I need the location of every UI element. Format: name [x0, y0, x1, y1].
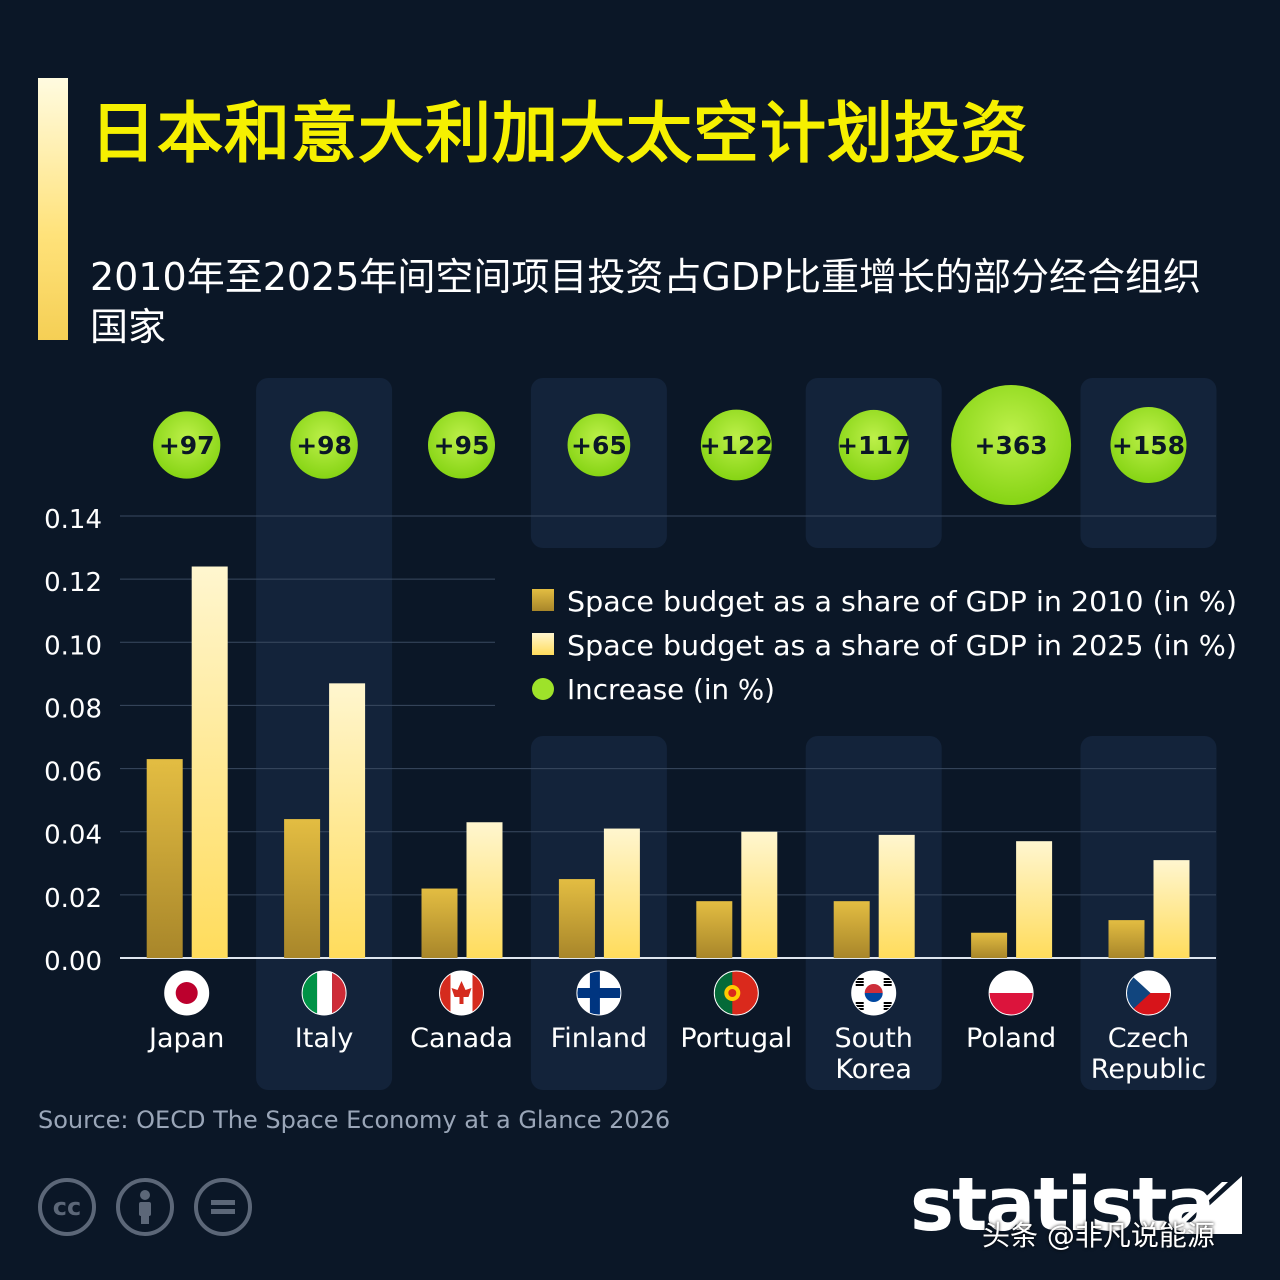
legend-2010-swatch	[532, 589, 554, 611]
y-tick-label: 0.08	[44, 694, 102, 724]
increase-bubble	[838, 409, 909, 481]
canada-flag-icon	[439, 970, 484, 1016]
x-category-label: Finland	[551, 1023, 647, 1054]
bar-2025	[603, 828, 640, 958]
increase-label: +122	[700, 431, 773, 460]
y-tick-label: 0.04	[44, 821, 102, 851]
x-category-label-line: Canada	[410, 1023, 513, 1054]
bar-2010	[1108, 920, 1145, 958]
x-category-label-line: Czech	[1108, 1023, 1190, 1054]
bar-2010	[971, 932, 1008, 958]
increase-bubble	[567, 413, 631, 477]
x-category-label: Poland	[966, 1023, 1056, 1054]
legend-increase-label: Increase (in %)	[567, 673, 775, 706]
portugal-flag-icon	[713, 970, 759, 1016]
bar-2025	[466, 822, 503, 958]
chart-subtitle: 2010年至2025年间空间项目投资占GDP比重增长的部分经合组织国家	[90, 255, 1202, 349]
column-band	[805, 736, 942, 1090]
bar-2010	[421, 888, 458, 958]
y-tick-label: 0.12	[44, 568, 102, 598]
x-category-label-line: Japan	[147, 1023, 224, 1054]
x-category-label: Portugal	[680, 1023, 792, 1054]
y-tick-label: 0.06	[44, 758, 102, 788]
y-tick-label: 0.00	[44, 947, 102, 977]
legend-increase-swatch	[532, 678, 554, 700]
source-note: Source: OECD The Space Economy at a Glan…	[38, 1106, 671, 1134]
increase-label: +98	[296, 431, 352, 460]
statista-logo[interactable]: statista	[910, 1162, 1215, 1248]
statista-logo-icon	[1178, 1176, 1242, 1234]
increase-bubble	[1110, 407, 1187, 483]
x-category-label-line: Finland	[551, 1023, 647, 1054]
x-category-label: Canada	[410, 1023, 513, 1054]
bar-2010	[696, 901, 733, 958]
bar-2025	[1153, 860, 1190, 958]
bar-2010	[284, 819, 321, 958]
x-category-label: Japan	[147, 1023, 224, 1054]
poland-flag-icon	[988, 970, 1034, 1016]
increase-bubble	[700, 409, 772, 481]
increase-label: +363	[975, 431, 1048, 460]
x-category-label-line: Poland	[966, 1023, 1056, 1054]
x-category-label-line: Korea	[835, 1054, 912, 1085]
y-tick-label: 0.14	[44, 505, 102, 535]
bar-2025	[878, 834, 915, 958]
x-category-label: Italy	[295, 1023, 354, 1054]
increase-bubble	[951, 385, 1072, 505]
increase-label: +158	[1112, 431, 1185, 460]
watermark: 头条 @非凡说能源	[982, 1219, 1215, 1252]
x-category-label: South Korea	[834, 1023, 912, 1085]
x-category-label: Czech Republic	[1091, 1023, 1206, 1085]
legend-2010-label: Space budget as a share of GDP in 2010 (…	[567, 585, 1237, 618]
bar-2025	[329, 683, 366, 958]
x-category-label-line: Portugal	[680, 1023, 792, 1054]
y-tick-label: 0.02	[44, 884, 102, 914]
attribution-icon[interactable]	[116, 1178, 174, 1236]
increase-label: +65	[571, 431, 627, 460]
italy-flag-icon	[301, 970, 347, 1016]
increase-bubble	[428, 411, 495, 479]
south-korea-flag-icon	[851, 970, 897, 1016]
y-tick-label: 0.10	[44, 631, 102, 661]
column-band	[530, 736, 667, 1090]
increase-label: +97	[159, 431, 215, 460]
chart-title: 日本和意大利加大太空计划投资	[90, 95, 1028, 172]
increase-label: +117	[837, 431, 910, 460]
bar-2010	[146, 759, 183, 958]
bar-2025	[191, 566, 228, 958]
x-category-label-line: Italy	[295, 1023, 354, 1054]
no-derivatives-icon[interactable]	[194, 1178, 252, 1236]
increase-bubble	[290, 411, 358, 479]
czech-flag-icon	[1126, 970, 1171, 1016]
legend-2025-label: Space budget as a share of GDP in 2025 (…	[567, 629, 1237, 662]
bar-2025	[1016, 841, 1053, 958]
increase-label: +95	[434, 431, 490, 460]
increase-bubble	[153, 411, 221, 479]
x-category-label-line: South	[834, 1023, 912, 1054]
x-category-label-line: Republic	[1091, 1054, 1206, 1085]
bar-2010	[833, 901, 870, 958]
bar-2010	[558, 879, 595, 958]
bar-2025	[741, 831, 778, 958]
title-accent-bar	[38, 78, 68, 340]
finland-flag-icon	[576, 970, 622, 1016]
column-band	[1080, 736, 1217, 1090]
cc-icon[interactable]: cc	[38, 1178, 96, 1236]
japan-flag-icon	[164, 970, 210, 1016]
legend-2025-swatch	[532, 633, 554, 655]
